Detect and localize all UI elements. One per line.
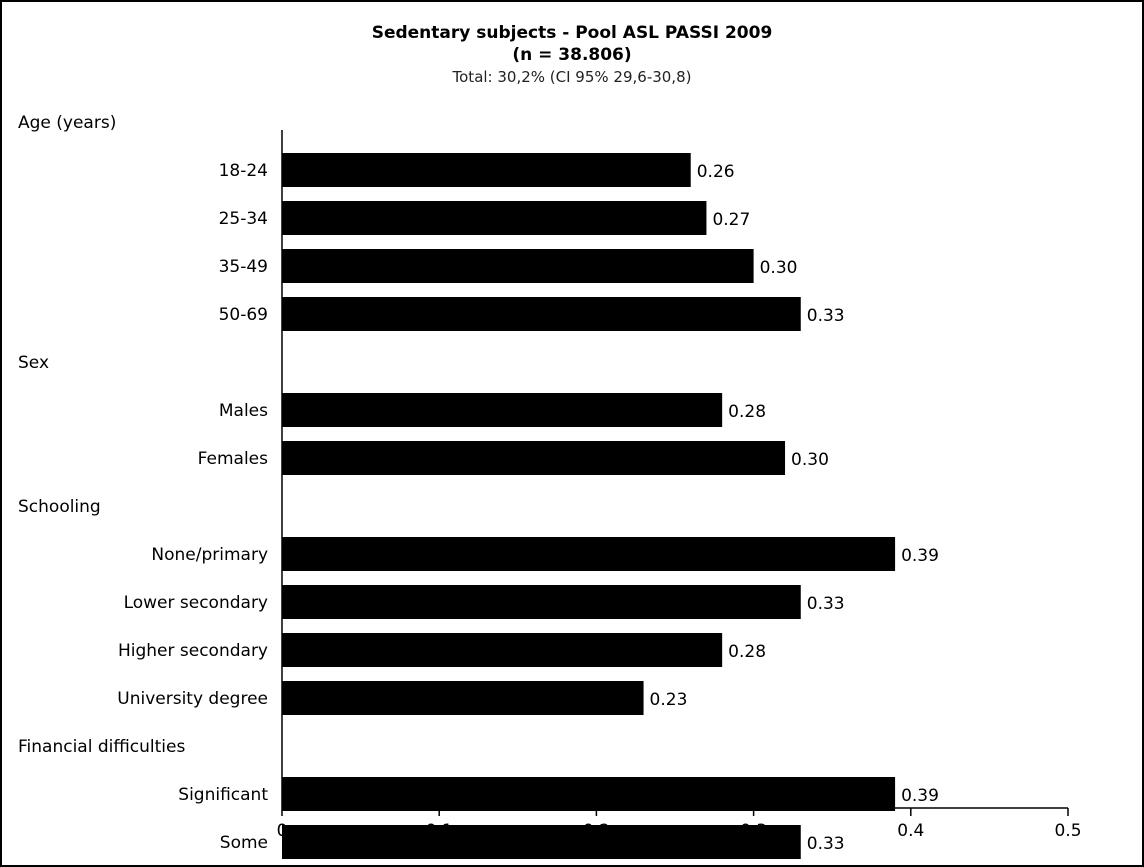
data-label: 0.33 <box>807 306 845 326</box>
bar <box>282 249 754 283</box>
x-tick-label: 0.2 <box>583 821 610 841</box>
data-label: 0.27 <box>712 210 750 230</box>
group-label: Schooling <box>18 497 101 517</box>
category-label: 50-69 <box>219 305 268 325</box>
group-label: Age (years) <box>18 113 116 133</box>
category-label: Significant <box>178 785 268 805</box>
category-label: Lower secondary <box>124 593 268 613</box>
chart-note: Total: 30,2% (CI 95% 29,6-30,8) <box>452 68 692 86</box>
title-block: Sedentary subjects - Pool ASL PASSI 2009… <box>0 22 1144 88</box>
category-label: University degree <box>117 689 268 709</box>
x-tick-label: 0.4 <box>897 821 924 841</box>
x-tick-label: 0.5 <box>1054 821 1081 841</box>
bar <box>282 825 801 859</box>
bar <box>282 393 723 427</box>
bar <box>282 537 896 571</box>
data-label: 0.30 <box>760 258 798 278</box>
bar <box>282 633 723 667</box>
data-label: 0.33 <box>807 834 845 854</box>
bar <box>282 681 644 715</box>
bar <box>282 201 707 235</box>
x-tick-label: 0.3 <box>740 821 767 841</box>
category-label: 35-49 <box>219 257 268 277</box>
data-label: 0.28 <box>728 642 766 662</box>
category-label: 25-34 <box>219 209 268 229</box>
chart-title: Sedentary subjects - Pool ASL PASSI 2009 <box>371 23 773 43</box>
bar <box>282 153 691 187</box>
group-label: Sex <box>18 353 49 373</box>
bar <box>282 441 786 475</box>
category-label: Some <box>220 833 268 853</box>
category-label: Males <box>219 401 268 421</box>
bar <box>282 585 801 619</box>
x-tick-label: 0.1 <box>426 821 453 841</box>
data-label: 0.33 <box>807 594 845 614</box>
category-label: Higher secondary <box>118 641 268 661</box>
category-label: Females <box>198 449 268 469</box>
data-label: 0.28 <box>728 402 766 422</box>
x-tick-label: 0 <box>277 821 288 841</box>
data-label: 0.23 <box>650 690 688 710</box>
data-label: 0.39 <box>901 786 939 806</box>
bar <box>282 777 896 811</box>
bar <box>282 297 801 331</box>
chart-subtitle: (n = 38.806) <box>512 45 632 65</box>
data-label: 0.30 <box>791 450 829 470</box>
data-label: 0.26 <box>697 162 735 182</box>
category-label: 18-24 <box>219 161 268 181</box>
category-label: None/primary <box>151 545 268 565</box>
data-label: 0.39 <box>901 546 939 566</box>
group-label: Financial difficulties <box>18 737 185 757</box>
